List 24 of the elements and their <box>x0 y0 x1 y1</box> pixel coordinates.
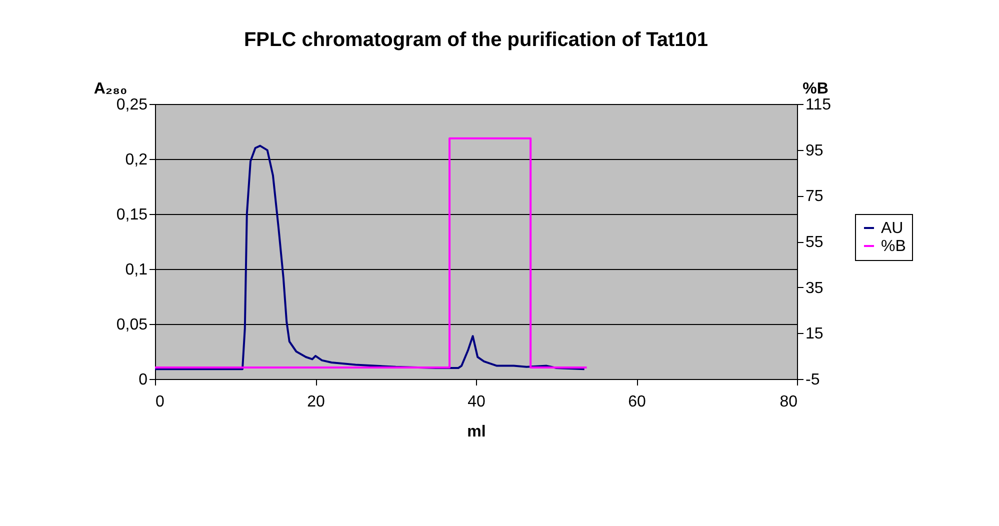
y-tick-label: 0,15 <box>116 206 148 224</box>
x-tick-label: 80 <box>780 394 798 410</box>
y2-tick-label: 15 <box>806 326 824 343</box>
y-tick-label: 0,2 <box>125 152 148 168</box>
x-tick-label: 60 <box>628 394 646 410</box>
y2-tick-label: 95 <box>806 142 824 160</box>
x-axis-title: ml <box>467 424 486 440</box>
y-tick-label: 0,1 <box>125 262 148 278</box>
legend-label: AU <box>881 220 904 237</box>
y2-tick-label: 115 <box>806 96 832 114</box>
y2-tick-label: 55 <box>806 234 824 251</box>
y-axis-title: A₂₈₀ <box>94 80 128 98</box>
x-tick-label: 20 <box>307 394 325 410</box>
y-tick-label: 0,05 <box>116 316 148 334</box>
y2-tick-label: 35 <box>806 280 824 297</box>
y2-tick-label: -5 <box>806 372 820 388</box>
x-tick-label: 0 <box>156 394 164 410</box>
legend-label: %B <box>881 238 906 255</box>
y-tick-label: 0,25 <box>116 96 148 114</box>
y2-axis-title: %B <box>802 80 828 98</box>
x-tick-label: 40 <box>468 394 486 410</box>
chart-title: FPLC chromatogram of the purification of Tat101 <box>244 29 708 51</box>
y-tick-label: 0 <box>138 372 148 388</box>
y2-tick-label: 75 <box>806 188 824 206</box>
